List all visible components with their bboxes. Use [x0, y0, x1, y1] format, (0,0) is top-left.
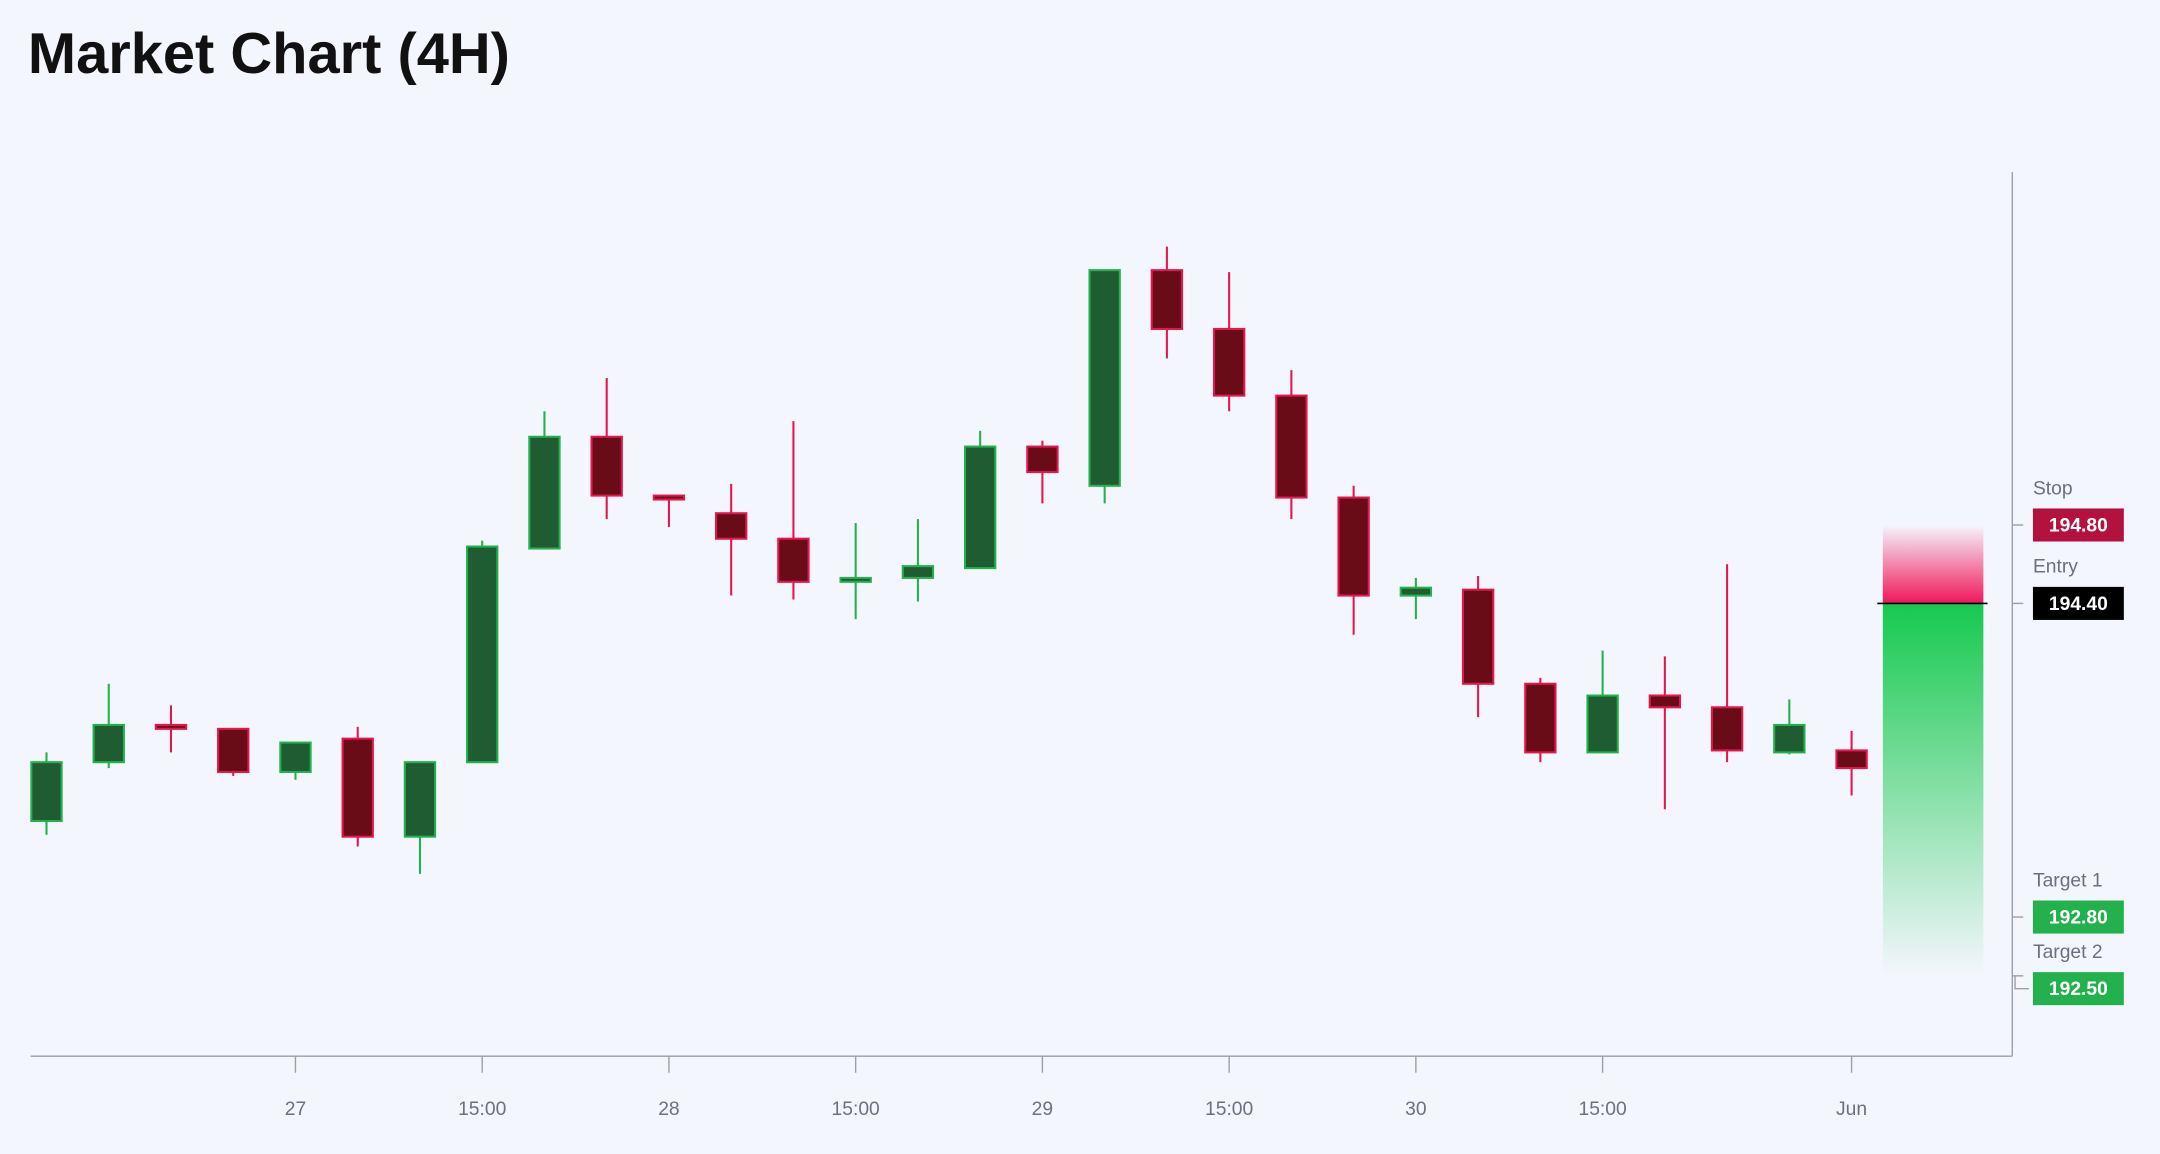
candle-body	[777, 537, 810, 583]
candle-body	[217, 727, 250, 774]
level-value: 194.80	[2049, 515, 2108, 536]
x-tick-label: 29	[1032, 1099, 1053, 1120]
x-tick-label: 15:00	[832, 1099, 880, 1120]
x-tick-label: 15:00	[1578, 1099, 1626, 1120]
level-box	[2032, 972, 2124, 1006]
level-box	[2032, 586, 2124, 620]
level-name: Target 2	[2033, 942, 2103, 963]
reward-zone	[1882, 603, 1984, 976]
candle-body	[652, 494, 686, 501]
candle-body	[1212, 327, 1246, 397]
candle-body	[1337, 496, 1370, 597]
candle-body	[1461, 588, 1495, 685]
level-connector	[2014, 975, 2029, 990]
x-tick-label: 15:00	[1205, 1099, 1253, 1120]
x-tick-label: 27	[285, 1099, 306, 1120]
level-name: Stop	[2033, 478, 2073, 499]
candle-body	[1026, 445, 1059, 474]
candle-body	[1710, 706, 1744, 752]
candle-body	[154, 723, 188, 730]
candle-body	[1835, 749, 1868, 770]
level-value: 192.50	[2049, 979, 2108, 1000]
candle-body	[30, 761, 63, 823]
candle-body	[963, 445, 997, 570]
candle-body	[1088, 269, 1121, 487]
level-value: 192.80	[2049, 908, 2108, 929]
candle-body	[1773, 723, 1806, 754]
level-name: Entry	[2033, 557, 2078, 578]
candle-body	[715, 512, 748, 540]
candle-body	[1275, 394, 1308, 499]
candle-body	[528, 435, 561, 550]
candle-body	[341, 737, 374, 838]
candle-body	[403, 761, 437, 838]
chart-title: Market Chart (4H)	[28, 22, 510, 86]
candle-body	[1586, 694, 1619, 754]
candle-body	[1524, 682, 1557, 754]
candle-body	[92, 723, 125, 764]
level-box	[2032, 900, 2124, 934]
candle-body	[1399, 586, 1433, 597]
candle-body	[1648, 694, 1682, 709]
x-tick-label: 30	[1405, 1099, 1426, 1120]
level-value: 194.40	[2049, 594, 2108, 615]
level-name: Target 1	[2033, 870, 2103, 891]
candle-body	[590, 435, 623, 497]
candle-body	[466, 545, 499, 764]
risk-zone	[1882, 524, 1984, 604]
candle-body	[1150, 269, 1184, 330]
x-tick-label: Jun	[1836, 1099, 1867, 1120]
x-tick-label: 15:00	[458, 1099, 506, 1120]
candle-body	[279, 741, 312, 774]
x-tick-label: 28	[658, 1099, 679, 1120]
candle-body	[901, 565, 935, 579]
candle-body	[839, 576, 872, 583]
level-box	[2032, 508, 2124, 542]
